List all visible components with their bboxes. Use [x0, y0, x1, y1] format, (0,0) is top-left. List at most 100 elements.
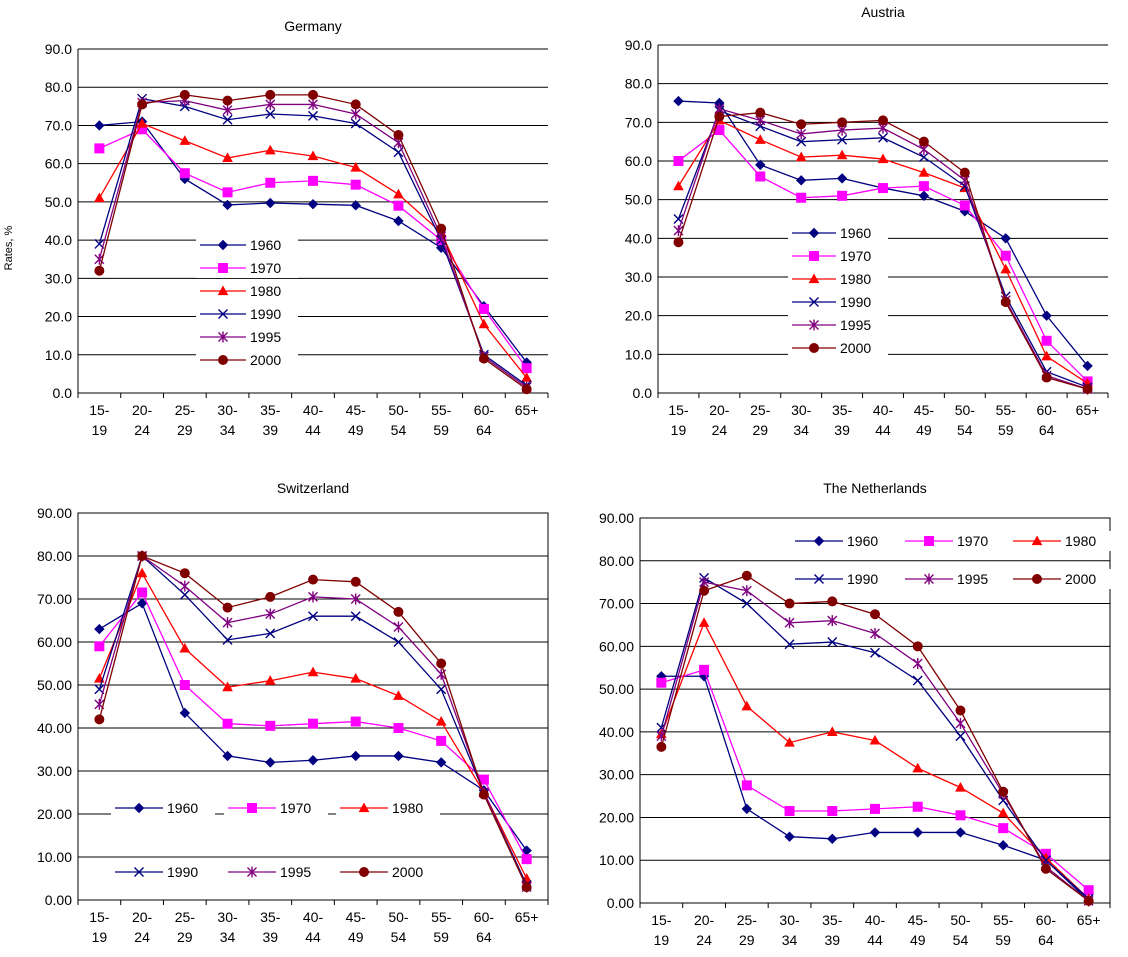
series-line	[661, 675, 1090, 902]
y-tick-label: 90.00	[37, 505, 72, 521]
data-point	[784, 598, 795, 609]
data-point	[784, 737, 795, 747]
y-tick-label: 30.00	[599, 767, 634, 783]
data-point	[94, 265, 105, 276]
data-point	[827, 833, 838, 845]
data-point	[307, 666, 319, 677]
y-tick-label: 50.00	[37, 677, 72, 693]
data-point	[393, 637, 404, 647]
data-point	[673, 237, 684, 248]
x-tick-label: 59	[433, 929, 449, 945]
y-tick-label: 90.0	[45, 41, 72, 57]
data-point	[714, 111, 725, 122]
legend-label: 2000	[392, 864, 423, 880]
data-point	[179, 168, 190, 179]
x-tick-label: 20-	[132, 402, 153, 418]
chart-panel: Switzerland 0.00 10.00 20.00 30.00 40.00 50.00…	[37, 480, 549, 945]
x-tick-label: 39	[824, 932, 840, 948]
x-tick-label: 60-	[474, 402, 495, 418]
y-axis-label: Rates, %	[3, 225, 15, 270]
data-point	[136, 567, 148, 578]
data-point	[741, 780, 752, 791]
data-point	[308, 175, 318, 186]
data-point	[308, 574, 318, 585]
x-tick-label: 65+	[515, 909, 539, 925]
data-point	[837, 134, 848, 145]
data-point	[217, 239, 229, 251]
legend-label: 1960	[847, 533, 878, 549]
x-tick-label: 30-	[217, 402, 238, 418]
data-point	[656, 677, 667, 688]
x-tick-label: 20-	[694, 912, 715, 928]
y-tick-label: 80.0	[625, 76, 652, 92]
y-tick-label: 40.0	[625, 230, 652, 246]
data-point	[754, 134, 766, 144]
data-point	[826, 726, 838, 736]
data-point	[350, 611, 361, 622]
data-point	[521, 882, 532, 893]
data-point	[698, 617, 710, 627]
series-1995	[94, 95, 532, 393]
x-tick-label: 30-	[791, 402, 812, 418]
data-point	[808, 273, 820, 284]
x-tick-label: 20-	[132, 909, 153, 925]
y-tick-label: 30.0	[625, 269, 652, 285]
series-line	[98, 99, 528, 388]
data-point	[137, 551, 148, 561]
x-tick-label: 55-	[431, 402, 452, 418]
data-point	[869, 734, 881, 745]
legend-label: 1970	[250, 260, 281, 276]
data-point	[673, 180, 684, 191]
data-point	[784, 639, 795, 650]
y-tick-label: 60.0	[625, 153, 652, 169]
data-point	[741, 585, 752, 597]
series-1980	[94, 118, 532, 382]
x-tick-label: 25-	[737, 912, 758, 928]
data-point	[94, 120, 105, 131]
data-point	[265, 757, 276, 768]
data-point	[265, 108, 276, 119]
legend-label: 1980	[840, 271, 871, 287]
chart-title: The Netherlands	[823, 480, 927, 496]
series-1970	[94, 124, 532, 374]
data-point	[94, 143, 105, 154]
data-point	[265, 89, 276, 100]
chart-panel: The Netherlands 0.00 10.00 20.00 30.00 40.00 5…	[599, 480, 1113, 948]
x-tick-label: 44	[875, 422, 891, 438]
data-point	[308, 98, 318, 110]
y-tick-label: 20.0	[45, 309, 72, 325]
data-point	[222, 95, 233, 106]
data-point	[134, 867, 144, 877]
data-point	[959, 167, 970, 178]
y-tick-label: 50.00	[599, 681, 634, 697]
legend-label: 1980	[250, 283, 281, 299]
data-point	[1032, 574, 1042, 584]
legend-label: 1980	[392, 800, 423, 816]
legend-label: 1970	[840, 248, 871, 264]
data-point	[784, 806, 795, 817]
data-point	[998, 823, 1009, 834]
data-point	[358, 802, 370, 813]
x-tick-label: 39	[834, 422, 850, 438]
data-point	[795, 175, 807, 186]
x-tick-label: 55-	[431, 909, 452, 925]
data-point	[796, 192, 807, 203]
data-point	[1041, 310, 1052, 321]
data-point	[350, 593, 361, 605]
y-tick-label: 60.00	[599, 638, 634, 654]
y-tick-label: 70.00	[599, 596, 634, 612]
x-tick-label: 25-	[750, 402, 771, 418]
x-tick-label: 50-	[388, 402, 409, 418]
data-point	[809, 297, 819, 307]
x-tick-label: 60-	[1037, 402, 1058, 418]
data-point	[955, 827, 966, 838]
legend-bg	[196, 235, 298, 255]
data-point	[436, 223, 447, 234]
data-point	[94, 253, 105, 265]
legend-label: 1995	[250, 329, 281, 345]
x-tick-label: 24	[134, 929, 150, 945]
x-tick-label: 54	[957, 422, 973, 438]
x-tick-label: 34	[793, 422, 809, 438]
x-tick-label: 35-	[832, 402, 853, 418]
x-tick-label: 60-	[474, 909, 495, 925]
